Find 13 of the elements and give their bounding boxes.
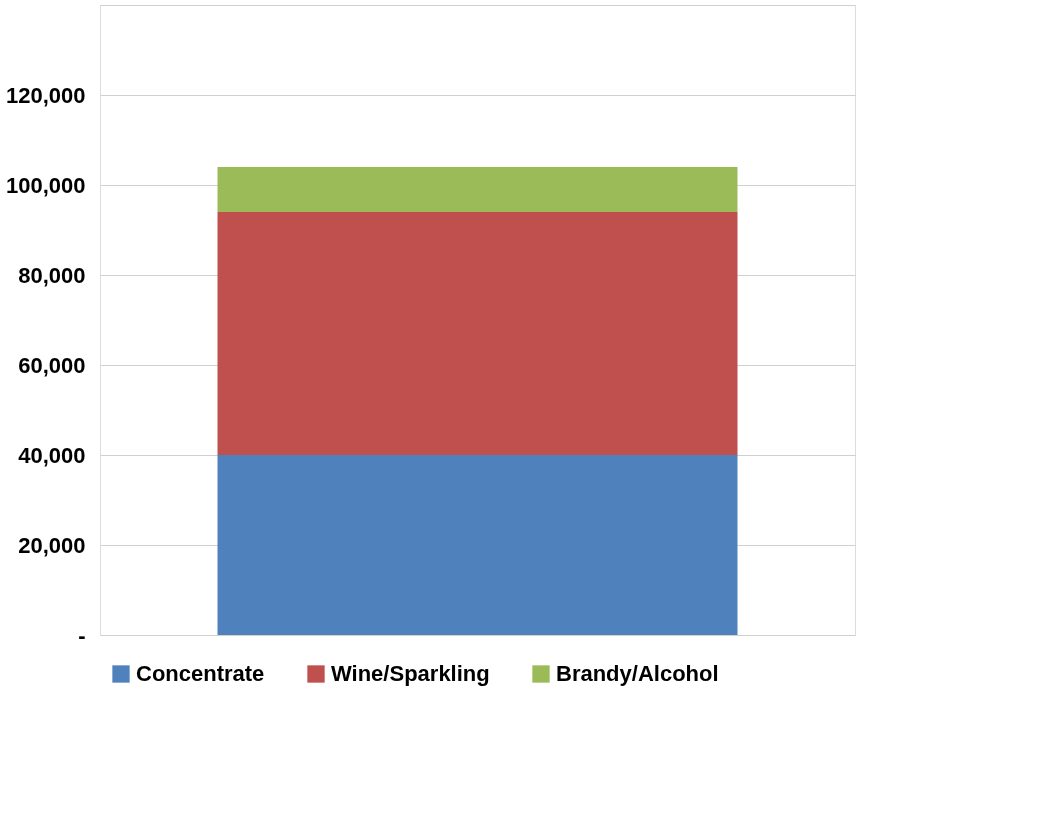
y-tick-label: 120,000 [5, 82, 86, 108]
legend-label: Brandy/Alcohol [556, 661, 719, 686]
y-tick-label: 100,000 [5, 172, 86, 198]
legend-label: Concentrate [136, 661, 265, 686]
legend-label: Wine/Sparkling [331, 661, 490, 686]
bar [217, 455, 738, 635]
y-tick-label: 80,000 [18, 262, 86, 288]
y-tick-label: 40,000 [18, 442, 86, 468]
y-tick-label: - [78, 622, 86, 648]
bar [217, 167, 738, 212]
bar [217, 212, 738, 455]
y-tick-label: 60,000 [18, 352, 86, 378]
y-tick-label: 20,000 [18, 532, 86, 558]
